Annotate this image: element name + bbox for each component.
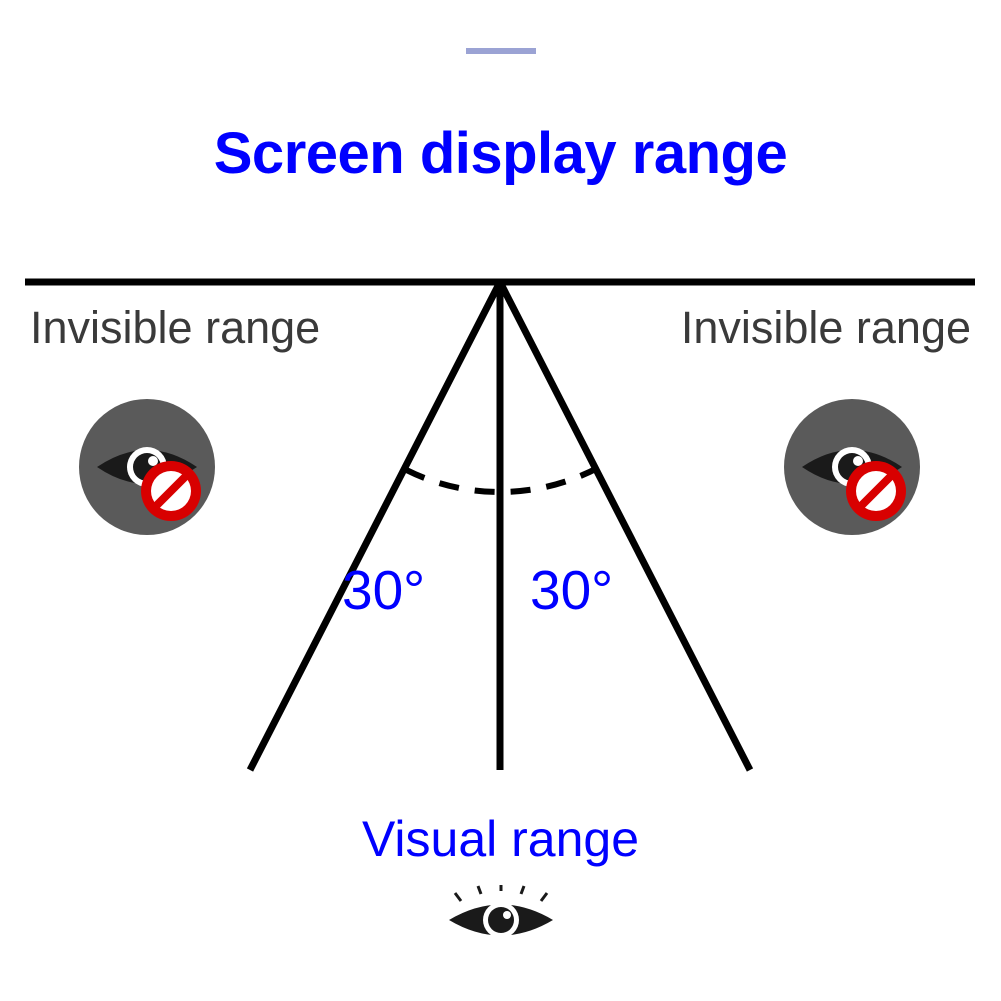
invisible-range-left-label: Invisible range [30,302,320,354]
right-ray [500,282,750,770]
angle-left-label: 30° [342,558,425,622]
viewer-eye-icon [441,885,561,955]
invisible-range-right-label: Invisible range [681,302,971,354]
blocked-eye-left-icon [75,395,225,545]
left-ray [250,282,500,770]
blocked-eye-right-icon [780,395,930,545]
visual-range-label: Visual range [0,810,1001,868]
angle-right-label: 30° [530,558,613,622]
